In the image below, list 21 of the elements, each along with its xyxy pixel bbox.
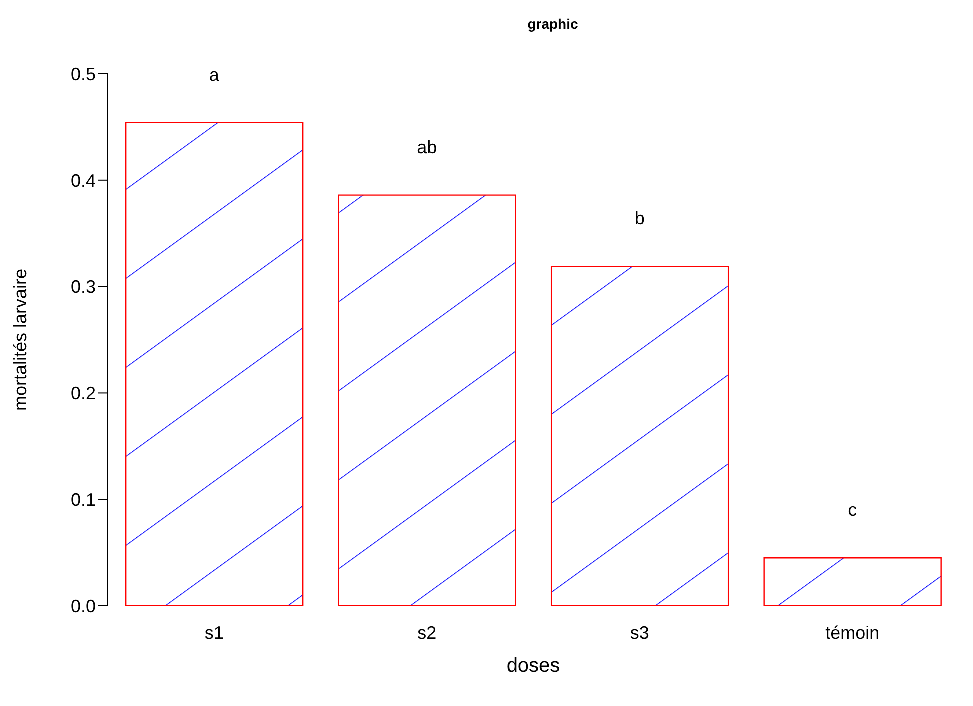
bar <box>764 558 942 606</box>
bar <box>125 122 304 606</box>
y-tick-label: 0.1 <box>70 490 96 510</box>
y-tick-label: 0.0 <box>70 596 96 616</box>
x-tick-label: témoin <box>826 622 880 643</box>
y-tick-label: 0.2 <box>70 384 96 404</box>
x-tick-label: s3 <box>630 622 650 643</box>
x-tick-label: s1 <box>204 622 224 643</box>
y-tick-label: 0.3 <box>70 277 96 298</box>
bar <box>338 194 516 606</box>
bar <box>550 266 730 606</box>
y-axis-title: mortalités larvaire <box>10 268 30 412</box>
annotation: c <box>848 500 858 520</box>
chart-title: graphic <box>526 16 580 32</box>
y-tick-label: 0.5 <box>70 64 96 84</box>
x-axis-title: doses <box>506 655 560 677</box>
annotation: a <box>209 64 220 85</box>
y-tick-label: 0.4 <box>70 170 96 191</box>
annotation: b <box>634 208 645 229</box>
x-tick-label: s2 <box>418 622 437 643</box>
annotation: ab <box>417 137 438 158</box>
